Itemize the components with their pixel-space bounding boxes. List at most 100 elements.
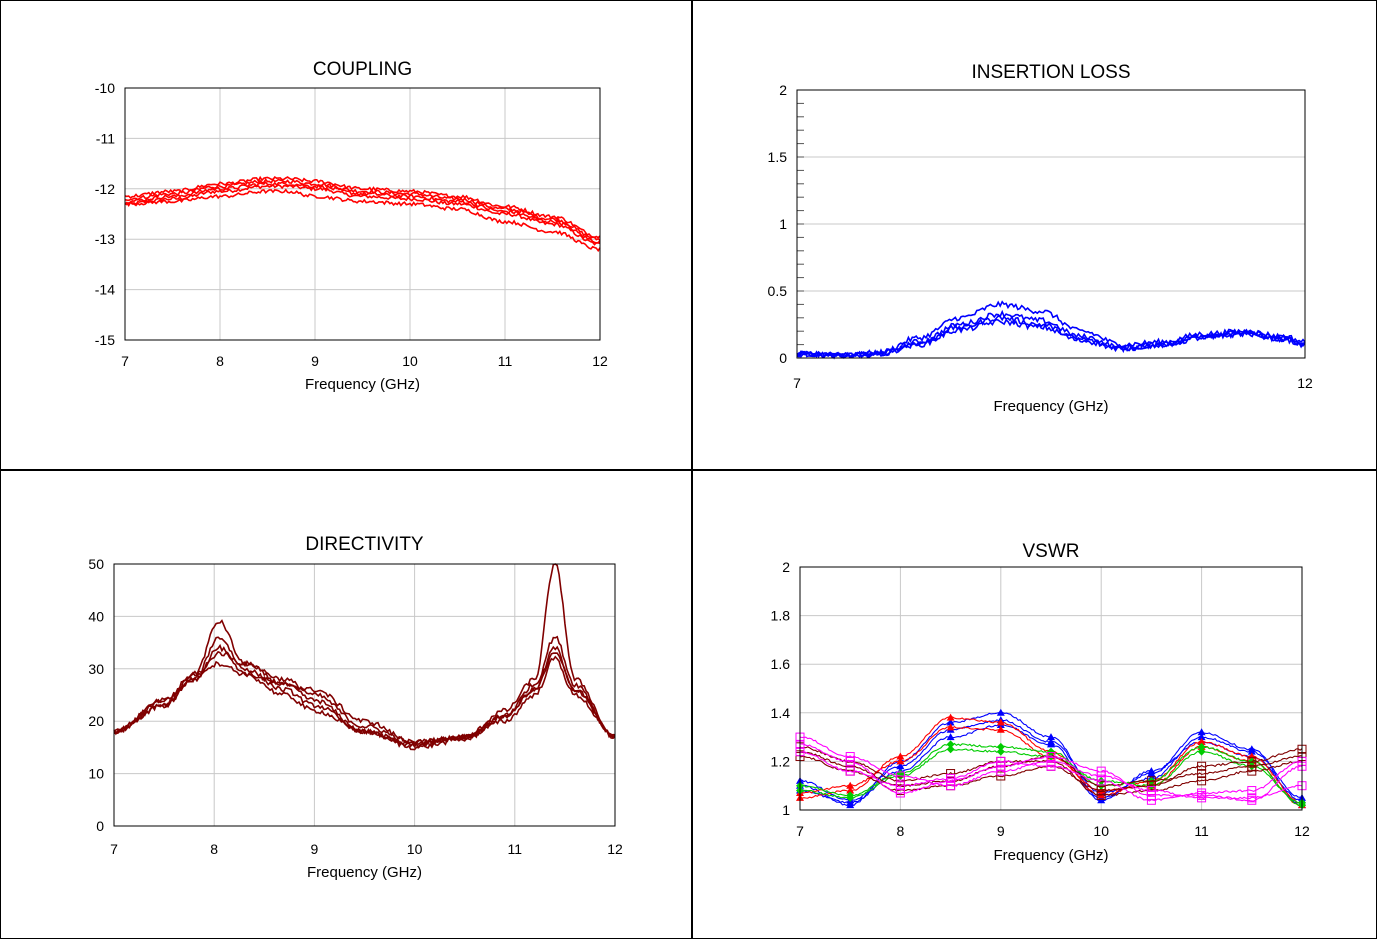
vswr-marker-square — [845, 766, 855, 776]
coupling-series-line — [124, 175, 601, 239]
directivity-xtick-label: 7 — [110, 841, 118, 857]
directivity-series-line — [113, 643, 616, 751]
horizontal-divider — [0, 469, 1377, 471]
insertion-loss-xtick-label: 7 — [793, 375, 801, 391]
vswr-marker-square — [1096, 766, 1106, 776]
vswr-ytick-label: 1.4 — [771, 705, 791, 721]
vswr-marker-triangle — [846, 786, 855, 794]
vswr-marker-square — [1146, 776, 1156, 786]
vswr-series-line — [799, 751, 1303, 802]
directivity-series-line — [113, 655, 616, 746]
vswr-xtick-label: 10 — [1093, 823, 1109, 839]
vswr-marker-square — [1096, 781, 1106, 791]
vswr-ytick-label: 2 — [782, 559, 790, 575]
vswr-marker-square — [1197, 788, 1207, 798]
insertion-loss-chart: 0 0.5 1 1.5 2 7 12 INSERTION LOSS Frequency (GHz… — [768, 62, 1313, 415]
vswr-marker-triangle — [996, 708, 1005, 716]
vswr-series-line — [799, 743, 1303, 802]
vswr-marker-diamond — [846, 793, 855, 802]
vswr-marker-square — [996, 756, 1006, 766]
vswr-marker-triangle — [946, 733, 955, 741]
coupling-xlabel: Frequency (GHz) — [305, 376, 420, 393]
vswr-marker-diamond — [996, 742, 1005, 751]
vswr-marker-square — [1046, 752, 1056, 762]
vswr-marker-square — [1197, 761, 1207, 771]
coupling-xtick-label: 8 — [216, 353, 224, 369]
directivity-title: DIRECTIVITY — [305, 534, 424, 555]
insertion-loss-ytick-label: 1.5 — [768, 149, 788, 165]
vswr-title: VSWR — [1023, 541, 1080, 562]
directivity-xtick-label: 10 — [407, 841, 423, 857]
vswr-ytick-label: 1.8 — [771, 608, 791, 624]
coupling-ytick-label: -14 — [95, 282, 115, 298]
directivity-xtick-label: 8 — [210, 841, 218, 857]
vswr-marker-square — [1197, 776, 1207, 786]
vswr-marker-triangle — [996, 725, 1005, 733]
vswr-marker-square — [996, 771, 1006, 781]
directivity-ytick-label: 30 — [88, 661, 104, 677]
vswr-marker-diamond — [1047, 747, 1055, 756]
vswr-series-line — [799, 736, 1303, 800]
vswr-xtick-label: 11 — [1194, 823, 1209, 839]
vswr-plot-area — [799, 566, 1303, 811]
vswr-xtick-label: 12 — [1294, 823, 1310, 839]
coupling-ytick-label: -10 — [95, 80, 115, 96]
vswr-marker-triangle — [946, 718, 955, 726]
vswr-ytick-label: 1 — [782, 802, 790, 818]
vswr-marker-square — [1146, 795, 1156, 805]
vswr-marker-triangle — [846, 798, 855, 806]
vswr-marker-square — [845, 756, 855, 766]
vswr-marker-triangle — [896, 752, 905, 760]
directivity-plot-area — [113, 563, 616, 827]
vswr-marker-triangle — [996, 718, 1005, 726]
directivity-ytick-label: 10 — [88, 766, 104, 782]
coupling-series-line — [124, 188, 601, 253]
vswr-marker-diamond — [946, 740, 955, 749]
vswr-marker-triangle — [946, 713, 955, 721]
directivity-chart: 0 10 20 30 40 50 7 8 9 10 11 12 DIRECTIVITY Frequency… — [88, 534, 623, 881]
coupling-ytick-label: -15 — [95, 332, 115, 348]
vswr-marker-square — [1046, 756, 1056, 766]
vswr-marker-diamond — [946, 745, 955, 754]
coupling-series-line — [124, 183, 601, 246]
insertion-loss-ytick-label: 0.5 — [768, 283, 788, 299]
directivity-xtick-label: 12 — [607, 841, 623, 857]
vswr-marker-triangle — [1197, 737, 1206, 745]
directivity-ytick-label: 20 — [88, 713, 104, 729]
vswr-xlabel: Frequency (GHz) — [993, 847, 1108, 864]
vswr-marker-square — [845, 752, 855, 762]
vswr-marker-triangle — [896, 762, 905, 770]
vswr-marker-triangle — [846, 781, 855, 789]
vswr-marker-square — [1046, 761, 1056, 771]
vswr-marker-square — [895, 781, 905, 791]
vswr-xtick-label: 8 — [897, 823, 905, 839]
coupling-ytick-label: -11 — [96, 130, 115, 146]
vswr-marker-square — [1247, 795, 1257, 805]
directivity-ytick-label: 50 — [88, 556, 104, 572]
vswr-marker-square — [1247, 786, 1257, 796]
vswr-marker-triangle — [1197, 728, 1206, 736]
vswr-xtick-label: 7 — [796, 823, 804, 839]
vswr-marker-square — [946, 781, 956, 791]
coupling-chart: -15 -14 -13 -12 -11 -10 7 8 9 10 11 12 COUPLING Frequ… — [95, 59, 608, 393]
insertion-loss-ytick-label: 2 — [779, 82, 787, 98]
vswr-marker-diamond — [1197, 742, 1206, 751]
coupling-title: COUPLING — [313, 59, 412, 80]
coupling-ytick-label: -12 — [95, 181, 115, 197]
directivity-ytick-label: 40 — [88, 608, 104, 624]
directivity-xtick-label: 11 — [508, 841, 523, 857]
coupling-plot-area — [124, 87, 601, 341]
insertion-loss-ytick-label: 0 — [779, 350, 787, 366]
vswr-marker-square — [1197, 769, 1207, 779]
coupling-series-line — [124, 181, 601, 244]
coupling-xtick-label: 10 — [402, 353, 418, 369]
directivity-xtick-label: 9 — [311, 841, 319, 857]
vswr-marker-triangle — [896, 757, 905, 765]
vswr-marker-square — [946, 773, 956, 783]
coupling-xtick-label: 9 — [311, 353, 319, 369]
insertion-loss-xlabel: Frequency (GHz) — [993, 398, 1108, 415]
vswr-marker-square — [1096, 776, 1106, 786]
vswr-ytick-label: 1.6 — [771, 656, 791, 672]
directivity-xlabel: Frequency (GHz) — [307, 864, 422, 881]
